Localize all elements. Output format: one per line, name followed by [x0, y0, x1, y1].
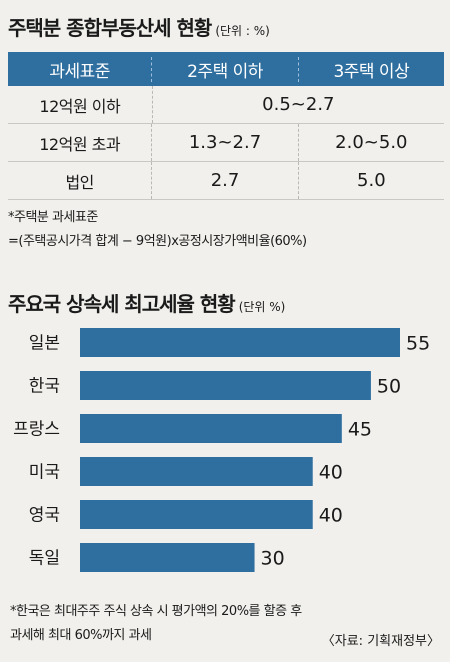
bar — [80, 543, 255, 572]
value-label: 45 — [348, 419, 372, 441]
category-label: 독일 — [29, 549, 60, 569]
category-label: 일본 — [29, 334, 60, 354]
cell-three-homes: 2.0~5.0 — [335, 132, 408, 153]
bar — [80, 414, 342, 443]
value-label: 40 — [319, 462, 343, 484]
tax-rate-table: 과세표준 2주택 이하 3주택 이상 12억원 이하 0.5~2.7 12억원 … — [8, 52, 444, 200]
merged-cell: 0.5~2.7 — [262, 94, 335, 115]
table-header: 과세표준 2주택 이하 3주택 이상 — [8, 52, 444, 86]
table-row: 12억원 이하 0.5~2.7 — [8, 86, 444, 124]
note-title: *주택분 과세표준 — [8, 210, 98, 225]
bar — [80, 500, 313, 529]
cell-two-homes: 2.7 — [152, 162, 299, 199]
row-label: 12억원 초과 — [8, 124, 153, 161]
chart-unit: (단위 %) — [238, 300, 286, 314]
cell-two-homes: 1.3~2.7 — [152, 124, 299, 161]
chart-title: 주요국 상속세 최고세율 현황 (단위 %) — [8, 292, 286, 316]
bar — [80, 371, 371, 400]
footnote-line2: 과세해 최대 60%까지 과세 — [10, 628, 152, 643]
source-label: 〈자료: 기획재정부〉 — [321, 634, 440, 649]
value-label: 30 — [261, 548, 285, 570]
table-row: 12억원 초과 1.3~2.7 2.0~5.0 — [8, 124, 444, 162]
header-tax-base: 과세표준 — [49, 61, 110, 82]
bar — [80, 328, 400, 357]
table-unit: (단위 : %) — [215, 24, 270, 38]
table-row: 법인 2.7 5.0 — [8, 162, 444, 200]
row-label: 법인 — [8, 162, 153, 199]
category-label: 프랑스 — [13, 420, 60, 440]
category-label: 영국 — [29, 506, 60, 526]
bar-chart: 일본 55 한국 50 프랑스 45 미국 40 영국 40 독일 30 — [13, 328, 430, 572]
row-label: 12억원 이하 — [8, 86, 153, 123]
category-label: 한국 — [29, 377, 60, 397]
category-label: 미국 — [29, 463, 60, 483]
value-label: 50 — [377, 376, 401, 398]
value-label: 40 — [319, 505, 343, 527]
table-title: 주택분 종합부동산세 현황 (단위 : %) — [8, 16, 270, 40]
value-label: 55 — [406, 333, 430, 355]
header-two-homes: 2주택 이하 — [151, 56, 297, 82]
note-formula: =(주택공시가격 합계 − 9억원)x공정시장가액비율(60%) — [8, 234, 307, 249]
footnote-line1: *한국은 최대주주 주식 상속 시 평가액의 20%를 할증 후 — [10, 604, 302, 619]
cell-three-homes: 5.0 — [357, 170, 386, 191]
bar — [80, 457, 313, 486]
header-three-homes: 3주택 이상 — [297, 56, 444, 82]
